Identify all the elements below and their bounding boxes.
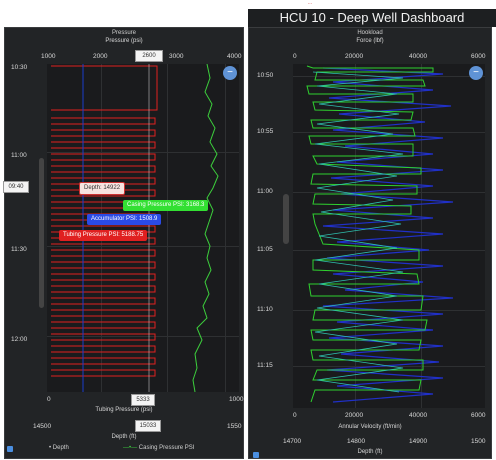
hookload-plot: −	[293, 64, 485, 408]
pressure-panel-title: Pressure	[111, 30, 136, 36]
hookload-panel-title: Hookload	[357, 30, 383, 36]
pressure-tick: 3000	[169, 53, 184, 60]
pressure-tick: 1000	[41, 53, 56, 60]
time-tick: 11:05	[257, 246, 273, 253]
pressure-axis-title: Pressure (psi)	[105, 38, 143, 44]
depth-tick: 14900	[409, 438, 428, 445]
velocity-tick: 0	[293, 412, 297, 419]
force-tick: 40000	[409, 53, 428, 60]
legend-checkbox[interactable]	[253, 452, 259, 458]
tubing-pressure-tooltip: Tubing Pressure PSI: 5188.75	[59, 230, 148, 241]
collapse-button[interactable]: −	[223, 66, 237, 80]
time-tick: 11:00	[11, 152, 27, 159]
legend-depth[interactable]: • Depth	[49, 445, 69, 451]
time-scrollbar[interactable]	[39, 158, 44, 308]
time-tick: 10:30	[11, 64, 28, 71]
depth-tick: 14800	[347, 438, 366, 445]
force-tick: 0	[293, 53, 297, 60]
time-tick: 11:00	[257, 188, 273, 195]
depth-tick: 1550	[227, 423, 242, 430]
pressure-cursor-value: 2600	[135, 50, 163, 62]
depth-axis-title: Depth (ft)	[111, 434, 137, 440]
legend-casing-pressure[interactable]: —•— Casing Pressure PSI	[123, 445, 195, 451]
depth-tooltip: Depth: 14922	[79, 182, 126, 195]
casing-pressure-tooltip: Casing Pressure PSI: 3168.3	[123, 200, 209, 211]
tubing-tick: 1000	[229, 396, 244, 403]
depth-tick: 14700	[283, 438, 302, 445]
top-note: ...	[307, 0, 313, 6]
velocity-tick: 6000	[471, 412, 486, 419]
time-tick: 10:55	[257, 128, 274, 135]
tubing-axis-title: Tubing Pressure (psi)	[95, 407, 153, 413]
dashboard-title: HCU 10 - Deep Well Dashboard	[248, 9, 496, 27]
pressure-tick: 2000	[93, 53, 108, 60]
tubing-tick: 0	[47, 396, 51, 403]
tubing-cursor-value: 5333	[131, 394, 155, 406]
time-tick: 11:15	[257, 362, 273, 369]
collapse-button[interactable]: −	[469, 66, 483, 80]
annular-velocity-trace	[322, 67, 454, 403]
velocity-tick: 40000	[409, 412, 428, 419]
time-tick: 12:00	[11, 336, 28, 343]
velocity-tick: 20000	[345, 412, 364, 419]
force-tick: 6000	[471, 53, 486, 60]
time-tick: 11:10	[257, 306, 273, 313]
time-tick: 10:50	[257, 72, 274, 79]
legend-checkbox[interactable]	[7, 446, 13, 452]
depth-tick: 14500	[33, 423, 52, 430]
hookload-overlay-trace	[312, 71, 404, 393]
casing-pressure-trace	[192, 64, 219, 392]
force-axis-title: Force (lbf)	[356, 38, 384, 44]
hookload-traces	[306, 65, 454, 403]
velocity-axis-title: Annular Velocity (ft/min)	[338, 424, 402, 430]
hookload-panel: Hookload Force (lbf) 0 20000 40000 6000 …	[248, 27, 492, 459]
depth-axis-title: Depth (ft)	[357, 449, 383, 455]
time-tick: 11:30	[11, 246, 27, 253]
pressure-plot: − Depth: 14922 Casing Pressure PSI: 3168…	[47, 64, 239, 392]
accumulator-tooltip: Accumulator PSI: 1508.9	[87, 214, 162, 225]
time-scrollbar[interactable]	[283, 194, 289, 244]
pressure-tick: 4000	[227, 53, 242, 60]
tubing-pressure-trace	[51, 65, 158, 377]
depth-cursor-value: 15033	[135, 420, 161, 432]
force-tick: 20000	[345, 53, 364, 60]
depth-tick: 1500	[471, 438, 486, 445]
pressure-traces	[51, 64, 219, 392]
pressure-panel: Pressure Pressure (psi) 1000 2000 2600 3…	[3, 27, 244, 459]
time-cursor-value: 09:40	[3, 181, 29, 193]
